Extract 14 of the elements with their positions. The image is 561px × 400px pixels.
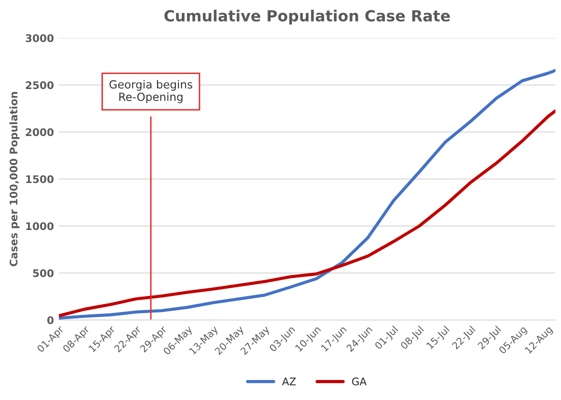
legend-label: GA (352, 378, 367, 386)
y-axis-title: Cases per 100,000 Population (9, 92, 20, 266)
y-tick-label: 500 (33, 269, 54, 278)
chart-title: Cumulative Population Case Rate (164, 10, 450, 25)
legend-label: AZ (282, 378, 296, 386)
y-tick-label: 2500 (26, 81, 54, 90)
y-tick-label: 1500 (26, 175, 54, 184)
y-tick-label: 0 (47, 316, 54, 324)
y-tick-label: 2000 (26, 128, 54, 136)
line-series (58, 68, 556, 320)
line-series (58, 109, 556, 318)
ref-line-label: Georgia begins Re-Opening (109, 80, 192, 104)
y-tick-label: 3000 (26, 34, 54, 42)
y-tick-label: 1000 (26, 222, 54, 230)
